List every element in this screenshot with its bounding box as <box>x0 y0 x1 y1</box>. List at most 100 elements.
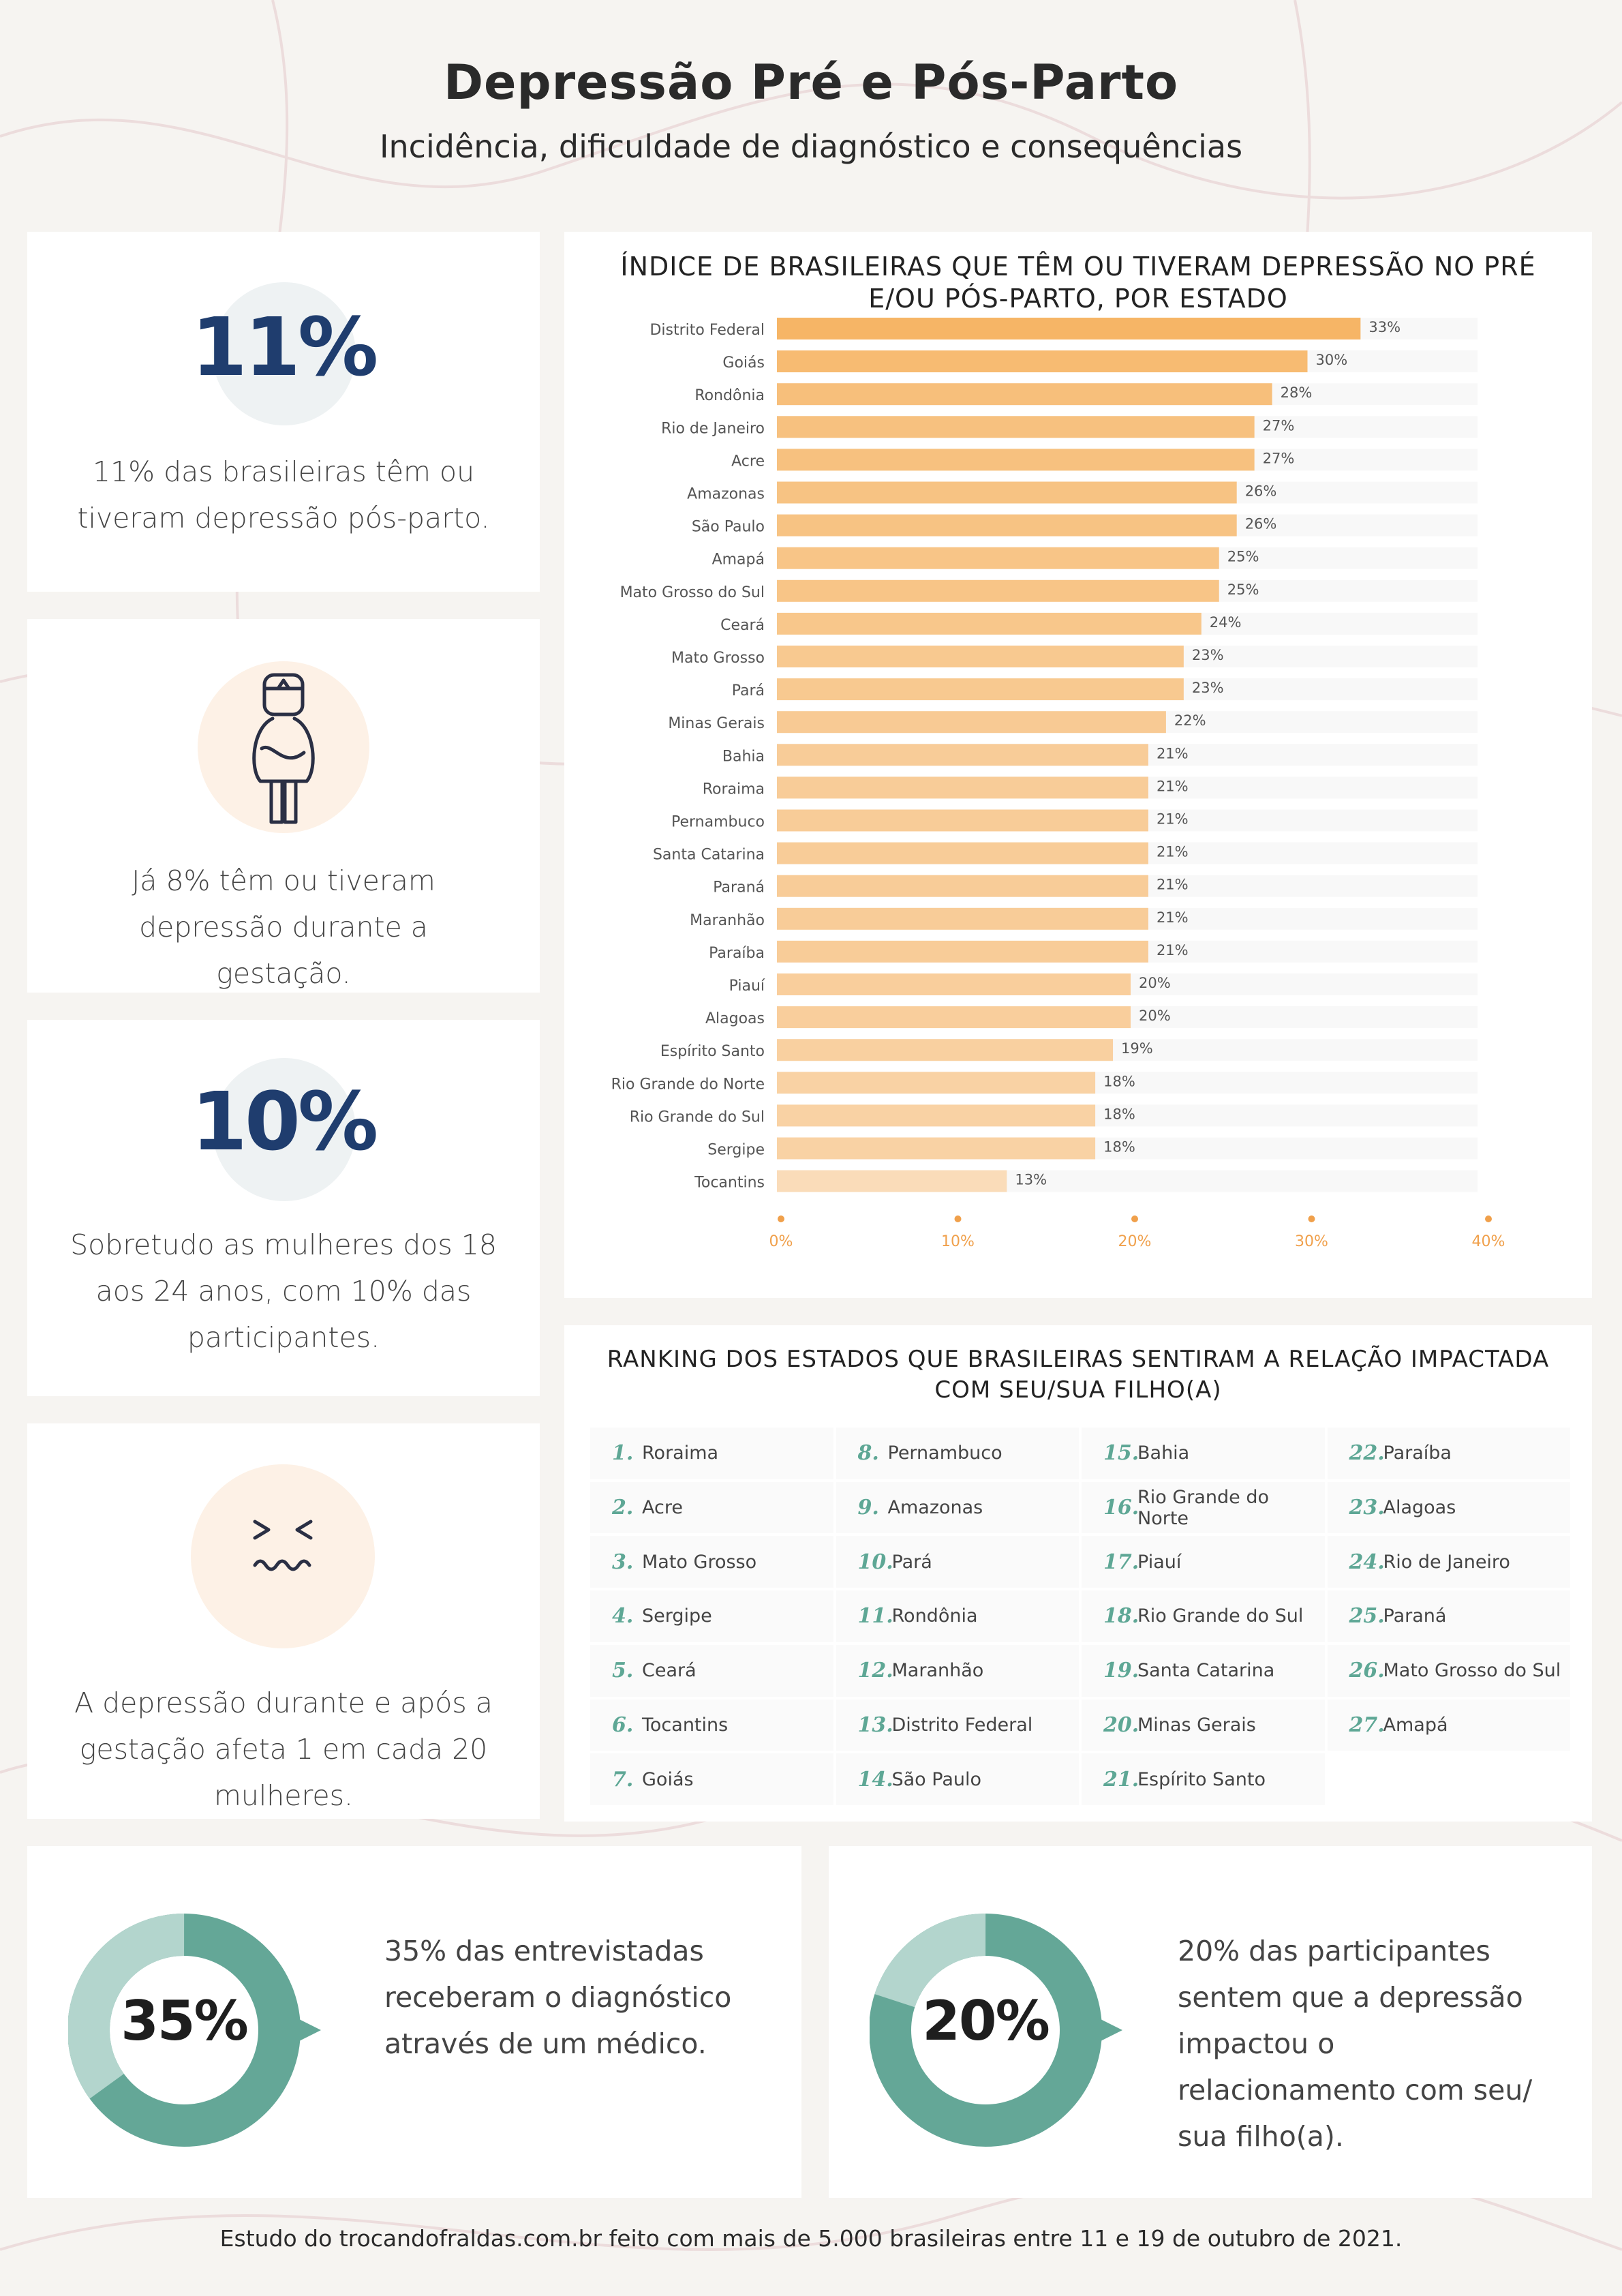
ranking-state: Rondônia <box>891 1605 978 1627</box>
ranking-item: 27. Amapá <box>1327 1699 1573 1754</box>
category-label: Goiás <box>722 354 765 372</box>
category-label: Amapá <box>712 552 765 569</box>
donut-arc <box>870 1914 1102 2147</box>
stat-card-age: 10% Sobretudo as mulheres dos 18 aos 24 … <box>27 1020 540 1396</box>
pregnant-woman-icon <box>252 673 315 824</box>
ranking-number: 1. <box>612 1441 634 1466</box>
data-label: 21% <box>1157 942 1189 958</box>
donut-value: 35% <box>121 1989 248 2053</box>
ranking-state: Rio Grande do Norte <box>1137 1486 1270 1529</box>
category-label: Tocantins <box>694 1175 765 1192</box>
data-label: 20% <box>1139 1008 1171 1024</box>
ranking-number: 22. <box>1349 1441 1385 1466</box>
ranking-item: 15. Bahia <box>1082 1428 1328 1482</box>
tick-dot <box>1131 1215 1138 1222</box>
ranking-number: 27. <box>1349 1712 1385 1737</box>
bar <box>777 678 1184 701</box>
ranking-item: 17. Piauí <box>1082 1536 1328 1591</box>
ranking-number: 9. <box>857 1496 879 1520</box>
data-label: 24% <box>1210 614 1242 631</box>
bar <box>777 350 1308 373</box>
ranking-number: 26. <box>1349 1659 1385 1683</box>
category-label: Distrito Federal <box>649 322 765 339</box>
data-label: 27% <box>1263 450 1295 466</box>
data-label: 23% <box>1192 680 1224 696</box>
footer-note: Estudo do trocandofraldas.com.br feito c… <box>219 2225 1403 2252</box>
category-label: Piauí <box>729 978 765 995</box>
bar <box>777 711 1166 734</box>
sad-face-icon <box>253 1520 313 1571</box>
donut-text: 35% das entrevistadas receberam o diagnó… <box>384 1935 732 2060</box>
ranking-state: Pernambuco <box>887 1442 1003 1464</box>
ranking-item: 5. Ceará <box>590 1644 836 1700</box>
category-label: Bahia <box>722 748 765 765</box>
bar <box>777 1039 1114 1061</box>
data-label: 21% <box>1157 909 1189 926</box>
bar <box>777 449 1255 471</box>
page-subtitle: Incidência, dificuldade de diagnóstico e… <box>379 128 1243 165</box>
data-label: 18% <box>1103 1073 1135 1089</box>
data-label: 33% <box>1368 319 1401 335</box>
ranking-number: 4. <box>612 1604 634 1629</box>
ranking-number: 19. <box>1103 1659 1139 1683</box>
ranking-number: 8. <box>857 1441 879 1466</box>
stat-value: 11% <box>191 300 378 394</box>
ranking-item: 20. Minas Gerais <box>1082 1699 1328 1754</box>
ranking-item: 8. Pernambuco <box>836 1428 1082 1482</box>
data-label: 25% <box>1227 581 1259 598</box>
category-label: Paraná <box>713 879 765 896</box>
ranking-state: Sergipe <box>642 1605 712 1627</box>
ranking-item: 26. Mato Grosso do Sul <box>1327 1644 1573 1700</box>
stat-value: 10% <box>191 1074 378 1168</box>
ranking-item: 11. Rondônia <box>836 1590 1082 1645</box>
bar-chart: Distrito Federal 33% Goiás 30% Rondônia 28% Ri… <box>611 318 1505 1250</box>
ranking-number: 11. <box>857 1604 893 1629</box>
ranking-state: Mato Grosso do Sul <box>1383 1660 1561 1682</box>
ranking-number: 21. <box>1103 1767 1139 1792</box>
ranking-number: 2. <box>612 1496 634 1520</box>
ranking-item: 2. Acre <box>590 1481 836 1537</box>
category-label: Alagoas <box>705 1010 765 1027</box>
ranking-state: Maranhão <box>891 1660 984 1682</box>
category-label: Rio de Janeiro <box>661 420 765 437</box>
ranking-item: 14. São Paulo <box>836 1753 1082 1808</box>
data-label: 13% <box>1015 1172 1047 1188</box>
bar <box>777 809 1148 832</box>
donut-value: 20% <box>922 1989 1050 2053</box>
ranking-state: São Paulo <box>891 1768 982 1790</box>
ranking-state: Paraíba <box>1383 1442 1452 1464</box>
ranking-state: Roraima <box>642 1442 719 1464</box>
category-label: Rio Grande do Norte <box>611 1076 765 1093</box>
bar <box>777 547 1219 569</box>
ranking-number: 24. <box>1349 1550 1385 1574</box>
ranking-state: Bahia <box>1137 1442 1190 1464</box>
stat-circle-bg <box>213 282 356 425</box>
category-label: Roraima <box>703 781 765 798</box>
tick-dot <box>1308 1215 1315 1222</box>
ranking-item: 23. Alagoas <box>1327 1481 1573 1537</box>
ranking-item: 25. Paraná <box>1327 1590 1573 1645</box>
tick-dot <box>1485 1215 1492 1222</box>
category-label: Pernambuco <box>671 814 765 831</box>
ranking-item: 16. Rio Grande do Norte <box>1082 1481 1328 1537</box>
ranking-card: RANKING DOS ESTADOS QUE BRASILEIRAS SENT… <box>564 1325 1592 1822</box>
ranking-number: 25. <box>1349 1604 1385 1629</box>
ranking-item: 18. Rio Grande do Sul <box>1082 1590 1328 1645</box>
bar <box>777 1170 1007 1192</box>
category-label: Ceará <box>720 617 765 634</box>
donut-text: 20% das participantes sentem que a depre… <box>1178 1935 1533 2153</box>
stat-text: Já 8% têm ou tiveram depressão durante a… <box>132 864 435 990</box>
category-label: Rio Grande do Sul <box>630 1108 765 1126</box>
bar <box>777 1137 1096 1160</box>
tick-label: 20% <box>1118 1233 1152 1250</box>
data-label: 27% <box>1263 417 1295 434</box>
icon-circle-bg <box>191 1464 375 1648</box>
tick-label: 10% <box>941 1233 975 1250</box>
category-label: Espírito Santo <box>660 1043 765 1060</box>
ranking-item: 24. Rio de Janeiro <box>1327 1536 1573 1591</box>
ranking-title: RANKING DOS ESTADOS QUE BRASILEIRAS SENT… <box>607 1346 1550 1404</box>
bar <box>777 973 1131 995</box>
ranking-number: 14. <box>857 1767 893 1792</box>
data-label: 22% <box>1174 712 1206 729</box>
ranking-number: 10. <box>857 1550 893 1574</box>
